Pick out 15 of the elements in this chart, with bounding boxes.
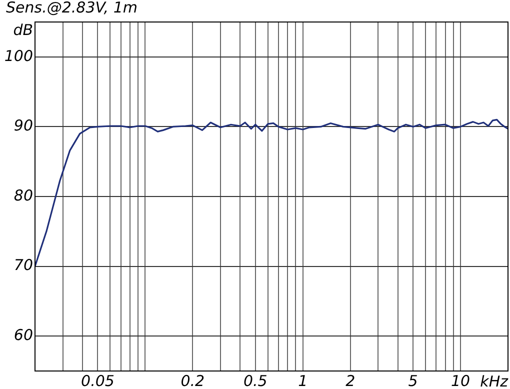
x-tick-label: 0.2 (180, 372, 205, 389)
y-axis-title: dB (13, 20, 33, 39)
x-tick-label: 2 (346, 372, 356, 389)
x-tick-label: 1 (298, 372, 308, 389)
y-tick-label: 70 (14, 256, 33, 274)
y-tick-label: 100 (4, 46, 33, 65)
x-axis-title: kHz (480, 372, 510, 389)
y-tick-label: 80 (14, 186, 33, 204)
chart-title: Sens.@2.83V, 1m (6, 0, 138, 16)
y-tick-label: 90 (14, 116, 33, 135)
x-tick-label: 10 (450, 372, 470, 389)
x-tick-label: 5 (408, 372, 418, 389)
x-tick-label: 0.05 (81, 372, 114, 389)
x-tick-label: 0.5 (243, 372, 268, 389)
y-tick-label: 60 (14, 326, 33, 344)
